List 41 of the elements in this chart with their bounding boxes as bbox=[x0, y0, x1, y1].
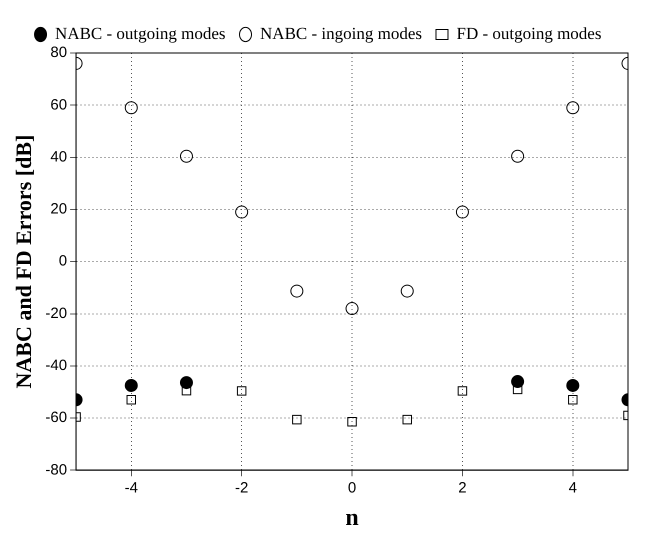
point bbox=[180, 150, 193, 163]
y-tick-label: 0 bbox=[58, 252, 68, 270]
point bbox=[568, 395, 578, 405]
y-tick-label: 80 bbox=[50, 44, 68, 62]
point bbox=[566, 378, 580, 392]
point bbox=[124, 101, 138, 114]
point bbox=[347, 416, 357, 426]
point bbox=[511, 375, 524, 388]
y-tick-label: 60 bbox=[50, 96, 68, 114]
y-tick-label: 20 bbox=[50, 200, 68, 218]
x-axis-title: n bbox=[345, 504, 359, 531]
y-tick-label: -80 bbox=[45, 461, 68, 478]
y-tick-label: -40 bbox=[45, 357, 68, 374]
point bbox=[566, 101, 580, 114]
x-tick-label: 0 bbox=[348, 479, 356, 496]
point bbox=[511, 150, 524, 163]
x-tick-label: -4 bbox=[124, 479, 138, 496]
point bbox=[182, 386, 192, 396]
point bbox=[402, 414, 412, 424]
y-tick-label: -20 bbox=[45, 304, 68, 322]
y-tick-label: -60 bbox=[45, 409, 68, 426]
point bbox=[236, 386, 246, 396]
y-axis-title: NABC and FD Errors [dB] bbox=[10, 134, 36, 389]
point bbox=[180, 376, 193, 390]
point bbox=[512, 384, 522, 394]
legend-label: NABC - ingoing modes bbox=[260, 24, 422, 43]
point bbox=[235, 206, 248, 219]
x-tick-label: 4 bbox=[568, 479, 577, 496]
x-tick-label: -2 bbox=[234, 479, 248, 496]
point bbox=[124, 378, 138, 392]
legend-label: FD - outgoing modes bbox=[456, 24, 602, 43]
point bbox=[456, 206, 469, 219]
x-tick-label: 2 bbox=[458, 479, 467, 496]
point bbox=[290, 284, 304, 298]
y-tick-label: 40 bbox=[50, 148, 68, 166]
point bbox=[400, 284, 414, 298]
point bbox=[292, 414, 302, 424]
point bbox=[458, 386, 468, 396]
point bbox=[346, 302, 359, 316]
point bbox=[126, 395, 136, 405]
legend-label: NABC - outgoing modes bbox=[55, 24, 226, 43]
